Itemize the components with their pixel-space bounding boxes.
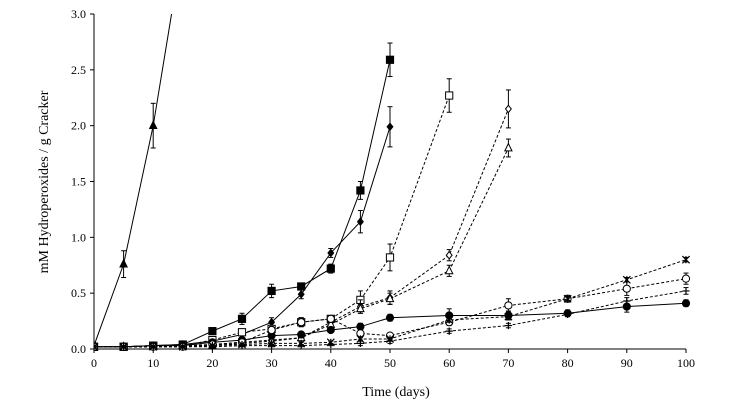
data-point-star	[563, 294, 572, 303]
data-point-plus	[386, 337, 394, 345]
data-point-plus	[356, 339, 364, 348]
data-point-plus	[208, 343, 216, 351]
data-point-diamond-filled	[356, 217, 364, 227]
data-point-plus	[564, 310, 572, 318]
data-point-plus	[682, 287, 690, 295]
y-tick-label: 2.5	[71, 63, 86, 77]
data-point-diamond-filled	[297, 289, 305, 299]
data-point-plus	[297, 342, 305, 350]
x-tick-label: 70	[502, 356, 514, 370]
data-point-plus	[94, 343, 98, 351]
data-point-star	[681, 255, 691, 264]
data-point-diamond-open	[445, 250, 453, 260]
y-tick-label: 1.5	[71, 175, 86, 189]
data-point-triangle-filled	[148, 120, 158, 130]
data-point-square-filled	[356, 186, 365, 195]
x-axis-title: Time (days)	[362, 385, 430, 400]
data-point-circle-filled	[385, 313, 395, 322]
series-line	[94, 259, 687, 348]
y-tick-label: 1.0	[71, 230, 86, 244]
data-point-circle-filled	[326, 325, 335, 335]
series-line	[94, 59, 391, 348]
x-tick-label: 10	[147, 356, 159, 370]
data-point-plus	[268, 342, 276, 350]
series-line	[94, 95, 450, 348]
x-tick-label: 60	[443, 356, 455, 370]
series-line	[94, 290, 687, 348]
series-line	[94, 278, 687, 348]
data-point-plus	[179, 343, 187, 351]
data-point-plus	[120, 343, 128, 351]
series-2	[94, 42, 395, 351]
data-point-triangle-open	[503, 142, 513, 152]
data-point-plus	[445, 327, 453, 335]
data-point-plus	[327, 340, 335, 349]
data-point-circle-filled	[356, 322, 365, 331]
axes: 0 10 20 30 40 50 60 70 80 90 100 0.0 0.5 1.0 1.5 2.0 2.5…	[71, 7, 695, 370]
series-4	[94, 78, 454, 351]
data-point-square-filled	[267, 286, 276, 296]
x-tick-label: 30	[266, 356, 278, 370]
data-point-star	[94, 342, 99, 351]
data-point-circle-open	[267, 325, 276, 335]
data-point-square-filled	[208, 327, 217, 336]
data-point-diamond-filled	[386, 122, 394, 132]
data-point-triangle-open	[355, 303, 365, 313]
data-point-circle-open	[622, 284, 631, 293]
data-point-diamond-open	[504, 104, 512, 114]
x-tick-label: 90	[621, 356, 633, 370]
x-tick-label: 40	[325, 356, 337, 370]
series-group	[94, 14, 691, 352]
data-point-square-open	[445, 91, 454, 100]
data-point-star	[445, 315, 454, 324]
series-line	[94, 302, 687, 348]
data-point-circle-filled	[681, 299, 691, 308]
data-point-triangle-filled	[119, 258, 129, 268]
data-point-square-open	[385, 253, 395, 262]
data-point-plus	[504, 321, 512, 330]
data-point-circle-open	[504, 301, 513, 310]
y-tick-label: 0.0	[71, 342, 86, 356]
data-point-square-filled	[297, 282, 306, 291]
series-line	[94, 14, 173, 346]
data-point-triangle-open	[444, 265, 454, 275]
series-line	[94, 108, 509, 348]
data-point-circle-filled	[297, 330, 306, 339]
data-point-circle-open	[681, 274, 691, 283]
x-tick-label: 20	[206, 356, 218, 370]
x-tick-label: 80	[562, 356, 574, 370]
series-10	[94, 287, 690, 351]
y-axis-title: mM Hydroperoxides / g Cracker	[37, 90, 52, 273]
series-1	[94, 14, 173, 350]
x-tick-label: 0	[91, 356, 97, 370]
data-point-triangle-open	[385, 293, 395, 303]
data-point-square-filled	[237, 314, 247, 323]
data-point-square-filled	[326, 264, 335, 273]
x-tick-label: 50	[384, 356, 396, 370]
data-point-circle-open	[297, 318, 306, 327]
y-tick-label: 3.0	[71, 7, 86, 21]
data-point-square-open	[237, 328, 247, 337]
data-point-plus	[238, 342, 246, 350]
y-tick-label: 0.5	[71, 286, 86, 300]
x-tick-label: 100	[677, 356, 695, 370]
data-point-star	[504, 312, 513, 321]
data-point-star	[622, 275, 631, 284]
data-point-square-filled	[385, 55, 395, 64]
y-tick-label: 2.0	[71, 119, 86, 133]
data-point-diamond-filled	[327, 248, 335, 258]
data-point-circle-open	[326, 314, 335, 323]
data-point-plus	[149, 343, 157, 351]
data-point-plus	[623, 297, 631, 305]
